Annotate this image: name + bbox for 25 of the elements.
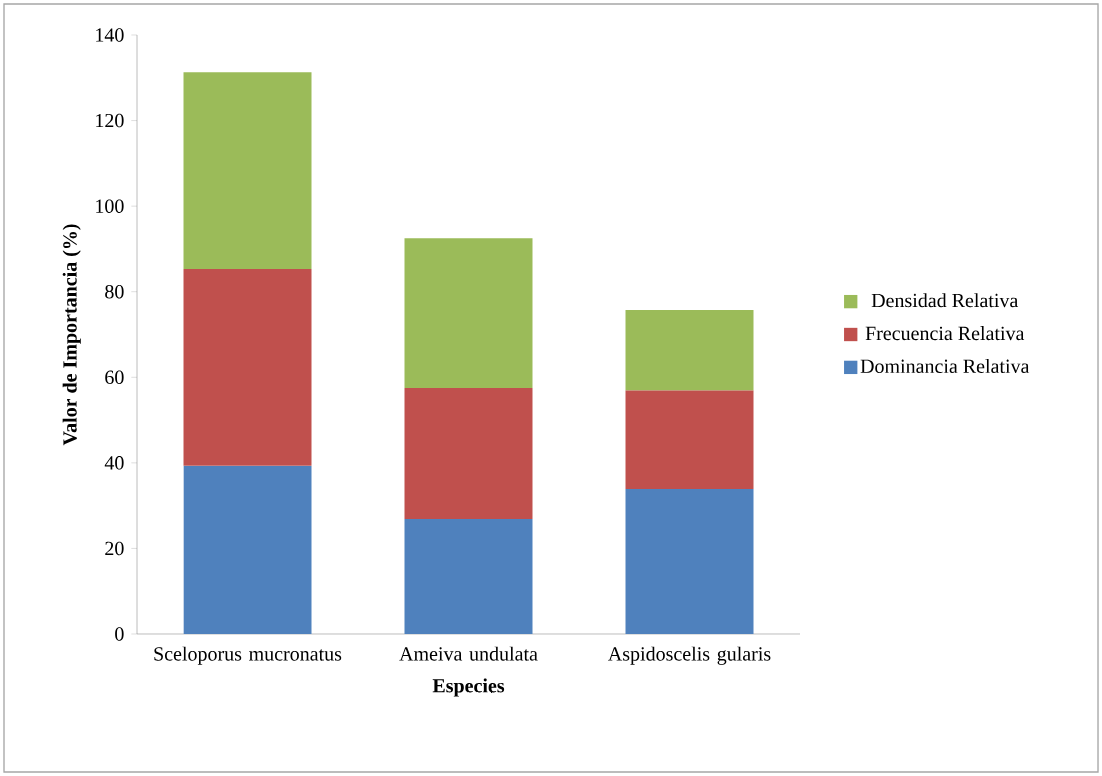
bar xyxy=(404,518,533,634)
bar xyxy=(183,465,312,634)
y-tick-label: 40 xyxy=(104,456,124,470)
bar xyxy=(625,488,754,634)
y-tick-label: 140 xyxy=(96,28,124,42)
legend-label: Dominancia Relativa xyxy=(860,358,1030,373)
bar xyxy=(183,72,312,270)
x-tick-label: Sceloporus mucronatus xyxy=(154,646,342,665)
y-tick-label: 100 xyxy=(96,199,124,213)
legend-label: Densidad Relativa xyxy=(871,293,1019,308)
y-tick-label: 0 xyxy=(115,627,124,641)
bar xyxy=(404,387,533,519)
x-tick-label: Aspidoscelis gularis xyxy=(608,646,771,665)
bar xyxy=(625,390,754,489)
bar xyxy=(625,310,754,391)
y-tick-label: 60 xyxy=(105,370,124,385)
x-tick-label: Ameiva undulata xyxy=(399,646,538,661)
x-axis-title: Especies xyxy=(432,678,505,697)
bar xyxy=(183,269,312,466)
y-tick-label: 120 xyxy=(96,113,124,128)
legend-label: Frecuencia Relativa xyxy=(865,326,1025,341)
bar xyxy=(404,238,533,388)
y-tick-label: 80 xyxy=(105,284,124,299)
y-tick-label: 20 xyxy=(105,541,124,556)
y-axis-title: Valor de Importancia (%) xyxy=(62,224,81,446)
